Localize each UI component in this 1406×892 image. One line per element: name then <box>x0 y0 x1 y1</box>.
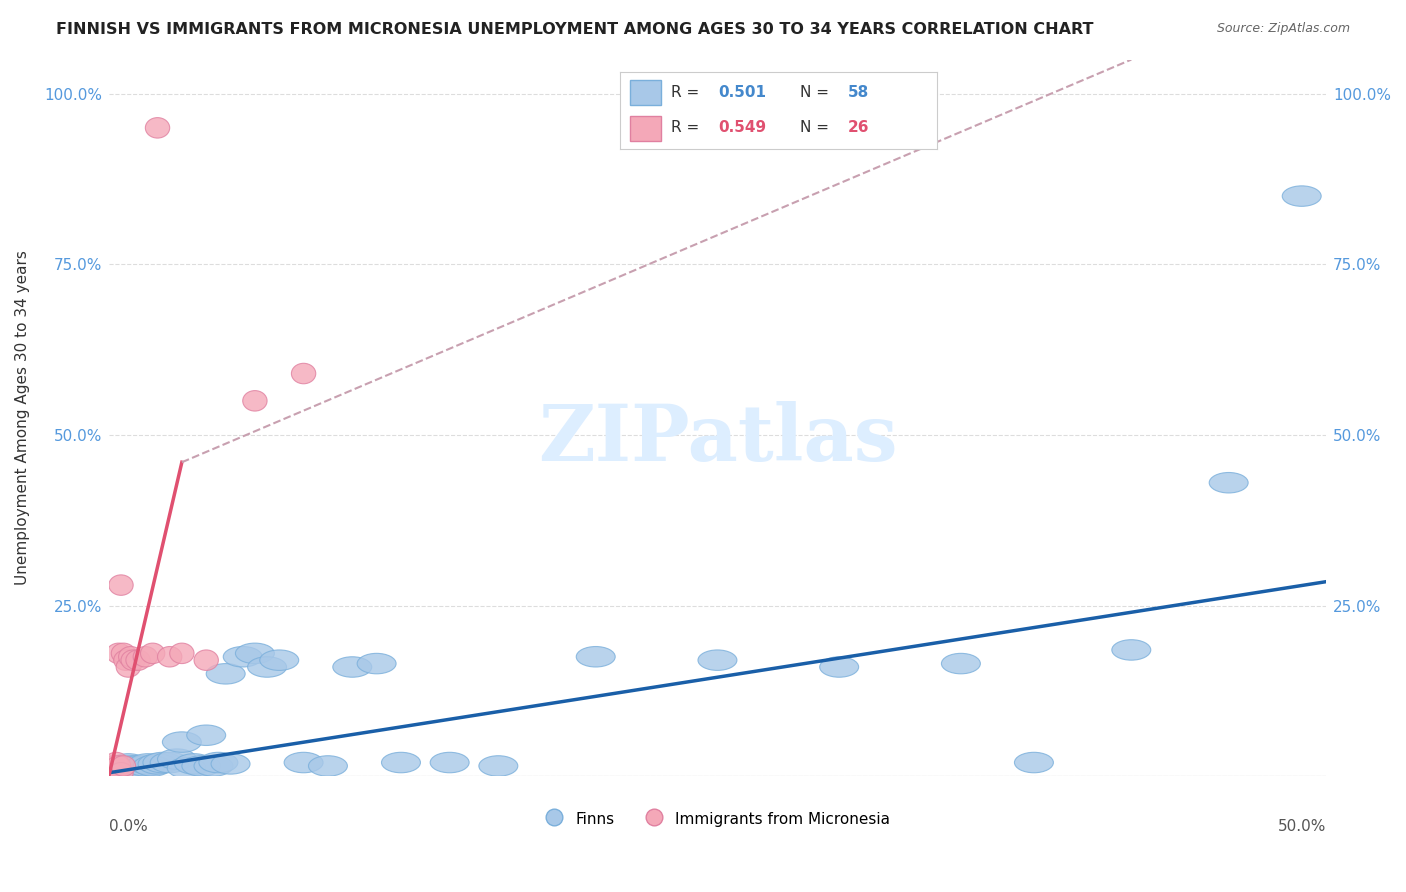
Y-axis label: Unemployment Among Ages 30 to 34 years: Unemployment Among Ages 30 to 34 years <box>15 251 30 585</box>
Ellipse shape <box>143 752 181 772</box>
Ellipse shape <box>97 763 135 783</box>
Ellipse shape <box>104 761 143 781</box>
Legend: Finns, Immigrants from Micronesia: Finns, Immigrants from Micronesia <box>538 805 897 833</box>
Ellipse shape <box>117 759 155 780</box>
Ellipse shape <box>308 756 347 776</box>
Ellipse shape <box>114 758 153 778</box>
Ellipse shape <box>108 754 148 774</box>
Ellipse shape <box>1112 640 1150 660</box>
Ellipse shape <box>381 752 420 772</box>
Ellipse shape <box>820 657 859 677</box>
Ellipse shape <box>1015 752 1053 772</box>
Ellipse shape <box>1282 186 1322 206</box>
Ellipse shape <box>107 756 131 776</box>
Ellipse shape <box>101 763 127 783</box>
Ellipse shape <box>127 650 150 671</box>
Ellipse shape <box>104 758 143 778</box>
Ellipse shape <box>198 752 238 772</box>
Ellipse shape <box>98 759 138 780</box>
Ellipse shape <box>118 647 143 667</box>
Ellipse shape <box>291 363 316 384</box>
Ellipse shape <box>235 643 274 664</box>
Ellipse shape <box>101 759 141 780</box>
Text: ZIPatlas: ZIPatlas <box>537 401 897 477</box>
Ellipse shape <box>98 763 124 783</box>
Ellipse shape <box>170 643 194 664</box>
Ellipse shape <box>357 653 396 673</box>
Text: FINNISH VS IMMIGRANTS FROM MICRONESIA UNEMPLOYMENT AMONG AGES 30 TO 34 YEARS COR: FINNISH VS IMMIGRANTS FROM MICRONESIA UN… <box>56 22 1094 37</box>
Ellipse shape <box>121 650 145 671</box>
Ellipse shape <box>138 754 177 774</box>
Ellipse shape <box>104 761 128 781</box>
Ellipse shape <box>134 647 157 667</box>
Ellipse shape <box>107 756 145 776</box>
Ellipse shape <box>114 756 153 776</box>
Ellipse shape <box>111 756 135 776</box>
Ellipse shape <box>479 756 517 776</box>
Ellipse shape <box>697 650 737 671</box>
Ellipse shape <box>247 657 287 677</box>
Ellipse shape <box>224 647 262 667</box>
Ellipse shape <box>127 756 165 776</box>
Ellipse shape <box>430 752 470 772</box>
Ellipse shape <box>284 752 323 772</box>
Ellipse shape <box>117 657 141 677</box>
Ellipse shape <box>107 759 145 780</box>
Ellipse shape <box>187 725 226 746</box>
Ellipse shape <box>134 756 172 776</box>
Ellipse shape <box>111 759 150 780</box>
Text: Source: ZipAtlas.com: Source: ZipAtlas.com <box>1216 22 1350 36</box>
Ellipse shape <box>157 647 181 667</box>
Ellipse shape <box>111 643 135 664</box>
Ellipse shape <box>98 761 138 781</box>
Ellipse shape <box>118 756 157 776</box>
Ellipse shape <box>207 664 245 684</box>
Ellipse shape <box>162 731 201 752</box>
Ellipse shape <box>243 391 267 411</box>
Ellipse shape <box>333 657 371 677</box>
Ellipse shape <box>108 763 134 783</box>
Ellipse shape <box>128 754 167 774</box>
Ellipse shape <box>576 647 616 667</box>
Ellipse shape <box>211 754 250 774</box>
Ellipse shape <box>104 752 128 772</box>
Ellipse shape <box>108 574 134 595</box>
Ellipse shape <box>101 761 141 781</box>
Ellipse shape <box>194 650 218 671</box>
Ellipse shape <box>107 643 131 664</box>
Ellipse shape <box>94 759 134 780</box>
Ellipse shape <box>101 756 127 776</box>
Ellipse shape <box>260 650 298 671</box>
Ellipse shape <box>108 758 148 778</box>
Ellipse shape <box>150 752 190 772</box>
Ellipse shape <box>194 756 233 776</box>
Ellipse shape <box>121 758 160 778</box>
Ellipse shape <box>174 754 214 774</box>
Ellipse shape <box>91 763 131 783</box>
Ellipse shape <box>167 758 207 778</box>
Text: 0.0%: 0.0% <box>108 819 148 834</box>
Ellipse shape <box>181 756 221 776</box>
Ellipse shape <box>114 650 138 671</box>
Ellipse shape <box>1209 473 1249 493</box>
Text: 50.0%: 50.0% <box>1278 819 1326 834</box>
Ellipse shape <box>145 118 170 138</box>
Ellipse shape <box>942 653 980 673</box>
Ellipse shape <box>101 758 127 778</box>
Ellipse shape <box>98 759 124 780</box>
Ellipse shape <box>97 756 135 776</box>
Ellipse shape <box>157 749 197 770</box>
Ellipse shape <box>101 763 141 783</box>
Ellipse shape <box>141 643 165 664</box>
Ellipse shape <box>94 761 134 781</box>
Ellipse shape <box>97 758 135 778</box>
